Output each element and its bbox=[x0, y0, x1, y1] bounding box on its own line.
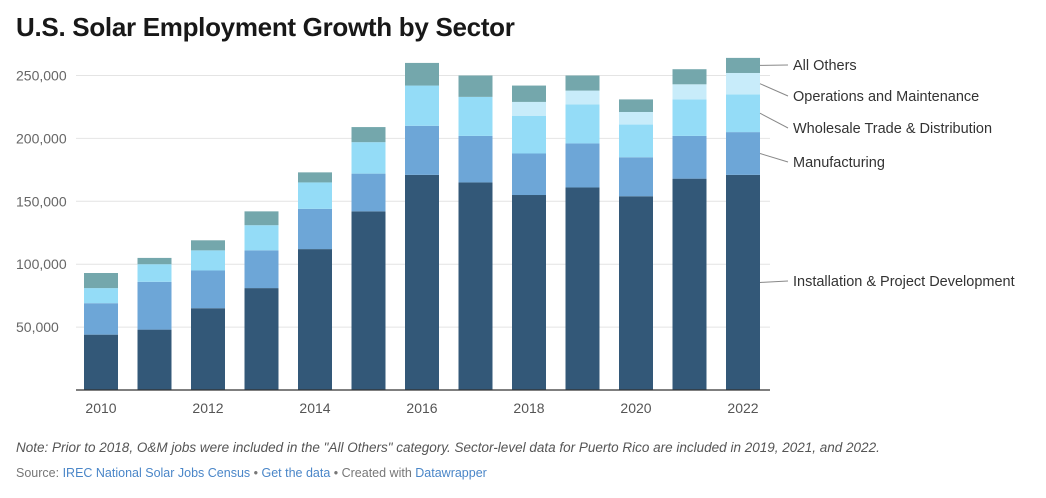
y-tick-label: 200,000 bbox=[16, 130, 67, 146]
bar-segment bbox=[512, 153, 546, 196]
bar-segment bbox=[672, 99, 707, 136]
bar-segment bbox=[565, 90, 600, 105]
bar-segment bbox=[512, 195, 546, 390]
bar-segment bbox=[458, 182, 493, 390]
bar-segment bbox=[512, 85, 546, 102]
source-line: Source: IREC National Solar Jobs Census … bbox=[16, 466, 487, 480]
bar-segment bbox=[512, 115, 546, 154]
bar-segment bbox=[405, 125, 439, 175]
bar-segment bbox=[565, 187, 600, 390]
y-tick-label: 100,000 bbox=[16, 256, 67, 272]
bar-segment bbox=[84, 273, 118, 289]
legend-label: Manufacturing bbox=[793, 155, 885, 171]
bar-segment bbox=[619, 196, 653, 390]
x-axis-tick-labels: 2010 2012 2014 2016 2018 2020 2022 bbox=[85, 400, 758, 416]
bar-segment bbox=[137, 264, 172, 282]
bar-segment bbox=[672, 69, 707, 85]
source-link[interactable]: IREC National Solar Jobs Census bbox=[62, 466, 251, 480]
y-tick-label: 50,000 bbox=[16, 319, 59, 335]
bar-segment bbox=[405, 85, 439, 126]
bar-segment bbox=[351, 173, 386, 212]
bar-segment bbox=[191, 270, 225, 309]
x-tick-label: 2012 bbox=[192, 400, 223, 416]
x-tick-label: 2010 bbox=[85, 400, 116, 416]
chart-note: Note: Prior to 2018, O&M jobs were inclu… bbox=[16, 440, 880, 455]
bar-segment bbox=[672, 135, 707, 179]
bar-segment bbox=[351, 127, 386, 143]
bar-segment bbox=[244, 211, 279, 226]
legend-connector bbox=[759, 153, 789, 163]
direct-legend: Installation & Project Development Manufa… bbox=[759, 58, 1015, 290]
bar-segment bbox=[619, 99, 653, 112]
bar-segment bbox=[405, 174, 439, 390]
x-tick-label: 2016 bbox=[406, 400, 437, 416]
bar-segment bbox=[84, 288, 118, 304]
bar-segment bbox=[244, 288, 279, 390]
legend-connector bbox=[759, 112, 789, 129]
bar-segment bbox=[84, 334, 118, 390]
bar-segment bbox=[565, 75, 600, 91]
bar-segment bbox=[244, 250, 279, 289]
chart-title: U.S. Solar Employment Growth by Sector bbox=[16, 12, 515, 42]
bar-segment bbox=[726, 57, 760, 73]
bar-segment bbox=[565, 143, 600, 188]
bar-segment bbox=[137, 281, 172, 330]
bar-segment bbox=[298, 182, 332, 209]
bar-segment bbox=[351, 142, 386, 174]
bar-segment bbox=[565, 104, 600, 144]
bar-segment bbox=[244, 225, 279, 251]
bar-segment bbox=[298, 208, 332, 250]
legend-label: Operations and Maintenance bbox=[793, 89, 979, 105]
legend-connector bbox=[759, 83, 789, 97]
bar-segment bbox=[137, 329, 172, 390]
bar-segment bbox=[298, 249, 332, 390]
source-prefix: Source: bbox=[16, 466, 63, 480]
bar-segment bbox=[191, 250, 225, 271]
y-tick-label: 150,000 bbox=[16, 193, 67, 209]
bar-segment bbox=[191, 308, 225, 390]
legend-label: Installation & Project Development bbox=[793, 274, 1015, 290]
source-separator: • bbox=[250, 466, 262, 480]
bar-segment bbox=[137, 257, 172, 265]
x-tick-label: 2022 bbox=[727, 400, 758, 416]
bar-segment bbox=[726, 132, 760, 175]
bar-segment bbox=[726, 94, 760, 133]
x-tick-label: 2020 bbox=[620, 400, 651, 416]
bar-segment bbox=[298, 172, 332, 183]
bar-segment bbox=[619, 124, 653, 158]
bar-segment bbox=[726, 174, 760, 390]
bar-segment bbox=[726, 72, 760, 95]
y-axis-tick-labels: 50,000 100,000 150,000 200,000 250,000 bbox=[16, 68, 67, 336]
x-tick-label: 2014 bbox=[299, 400, 330, 416]
bar-segment bbox=[351, 211, 386, 390]
bar-segment bbox=[619, 111, 653, 125]
legend-label: All Others bbox=[793, 58, 857, 74]
bar-segment bbox=[458, 75, 493, 97]
legend-connector bbox=[759, 280, 789, 283]
bar-segment bbox=[458, 96, 493, 136]
bar-segment bbox=[84, 303, 118, 335]
bar-segment bbox=[672, 84, 707, 100]
created-with-text: • Created with bbox=[330, 466, 416, 480]
x-tick-label: 2018 bbox=[513, 400, 544, 416]
bar-segment bbox=[619, 157, 653, 197]
bars bbox=[84, 57, 760, 390]
y-tick-label: 250,000 bbox=[16, 68, 67, 84]
legend-label: Wholesale Trade & Distribution bbox=[793, 121, 992, 137]
bar-segment bbox=[512, 101, 546, 116]
bar-segment bbox=[191, 240, 225, 251]
datawrapper-link[interactable]: Datawrapper bbox=[415, 466, 487, 480]
get-data-link[interactable]: Get the data bbox=[261, 466, 331, 480]
bar-segment bbox=[458, 135, 493, 183]
bar-segment bbox=[672, 178, 707, 390]
bar-segment bbox=[405, 62, 439, 86]
